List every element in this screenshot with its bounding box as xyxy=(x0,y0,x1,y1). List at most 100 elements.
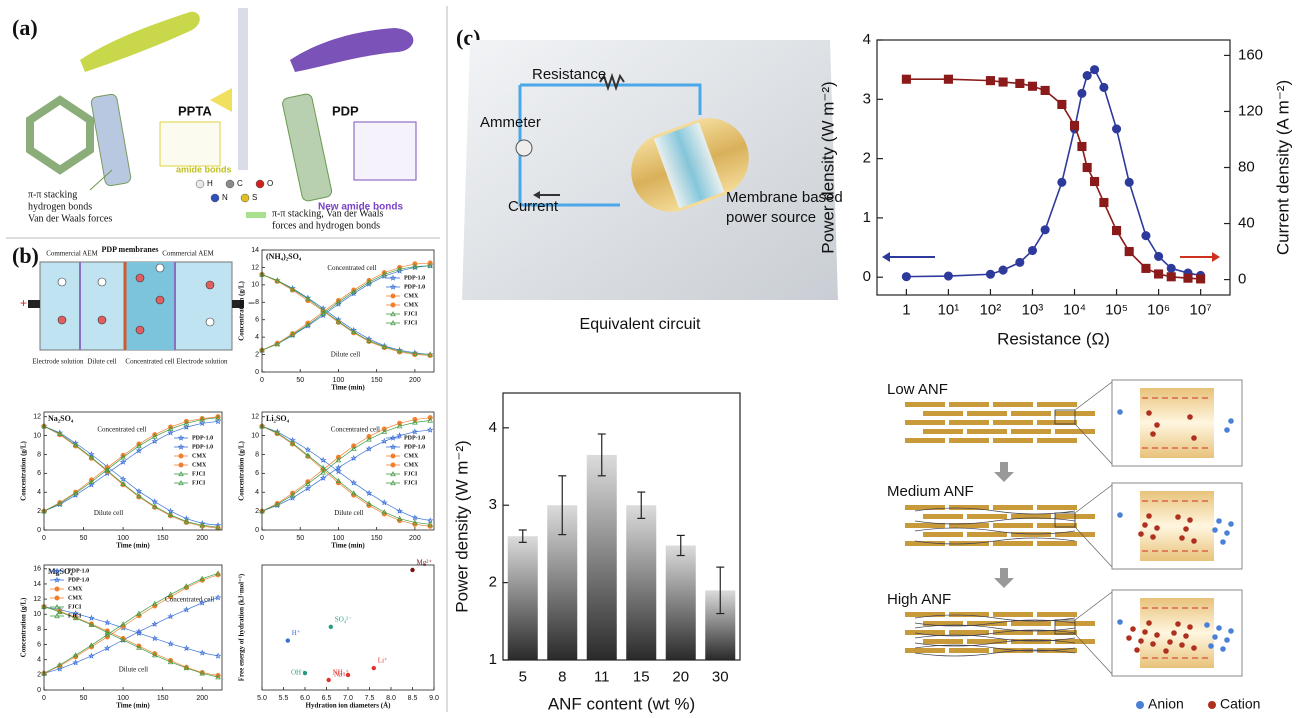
y-axis-label: Free energy of hydration (kJ·mol⁻¹) xyxy=(238,573,246,681)
marker xyxy=(1142,264,1150,272)
lamella xyxy=(949,420,989,425)
ion xyxy=(1228,521,1234,527)
lamella xyxy=(993,402,1033,407)
marker xyxy=(944,272,952,280)
y-tick-label: 0 xyxy=(255,527,259,534)
y-tick-label: 0 xyxy=(863,268,871,285)
atom-label: N xyxy=(222,193,228,202)
ion xyxy=(1220,539,1226,545)
marker xyxy=(216,595,221,599)
chain-bundle xyxy=(282,93,333,202)
bar xyxy=(508,536,538,660)
marker xyxy=(1083,163,1091,171)
lamella xyxy=(949,402,989,407)
point-label: OH⁻ xyxy=(291,669,305,677)
annotation: Concentrated cell xyxy=(97,425,146,433)
lamella xyxy=(993,541,1033,546)
atom-swatch xyxy=(241,194,249,202)
forces-swatch xyxy=(246,212,266,218)
x-tick-label: 200 xyxy=(409,377,421,384)
lamella xyxy=(905,505,945,510)
marker xyxy=(1196,275,1204,283)
zoom-box xyxy=(160,122,220,166)
lamella xyxy=(993,612,1033,617)
y-tick-label: 4 xyxy=(489,419,497,436)
lamella xyxy=(967,532,1007,537)
marker xyxy=(999,78,1007,86)
marker xyxy=(986,270,994,278)
legend-label: PDP-1.0 xyxy=(68,568,89,574)
y-tick-label: 8 xyxy=(37,626,41,633)
y-tick-label: 6 xyxy=(37,641,41,648)
marker xyxy=(1028,246,1036,254)
ion xyxy=(1154,525,1160,531)
lamella xyxy=(1011,621,1051,626)
x-tick-label: 9.0 xyxy=(429,695,439,702)
chart-title: Na₂SO₄ xyxy=(48,414,74,423)
x-axis-label: Time (min) xyxy=(331,384,365,392)
ion xyxy=(1183,633,1189,639)
x-tick-label: 8.5 xyxy=(408,695,418,702)
lamella xyxy=(905,402,945,407)
y-tick-label: 14 xyxy=(33,581,41,588)
marker xyxy=(1125,178,1133,186)
marker xyxy=(1112,226,1120,234)
arrow xyxy=(210,88,232,112)
cell xyxy=(125,262,175,350)
marker xyxy=(999,266,1007,274)
x-axis-label: Resistance (Ω) xyxy=(997,329,1110,348)
marker xyxy=(1041,86,1049,94)
legend-label: PDP-1.0 xyxy=(192,435,213,441)
x-tick-label: 20 xyxy=(672,668,689,685)
point-label: SO₄²⁻ xyxy=(335,615,352,623)
label: Commercial AEM xyxy=(46,250,98,258)
zoom-line xyxy=(1075,485,1112,513)
ion xyxy=(98,278,106,286)
ion xyxy=(1142,522,1148,528)
ion xyxy=(1212,527,1218,533)
lamella xyxy=(967,514,1007,519)
forces-text: Van der Waals forces xyxy=(28,213,112,224)
y-tick-label: 10 xyxy=(33,611,41,618)
legend-marker xyxy=(391,294,395,298)
y-tick-label: 2 xyxy=(863,150,871,167)
electrode xyxy=(28,300,40,308)
lamella xyxy=(1011,532,1051,537)
lamella xyxy=(967,429,1007,434)
legend-marker xyxy=(179,463,183,467)
x-tick-label: 10⁷ xyxy=(1190,301,1212,318)
x-tick-label: 30 xyxy=(712,668,729,685)
legend-marker xyxy=(391,303,395,307)
lamella xyxy=(1037,612,1077,617)
annotation: amide bonds xyxy=(176,164,232,174)
ion xyxy=(58,278,66,286)
ion xyxy=(1228,628,1234,634)
y-axis-label: Concentration (g/L) xyxy=(20,597,28,657)
ion xyxy=(206,318,214,326)
atom-swatch xyxy=(211,194,219,202)
marker xyxy=(428,428,433,432)
scatter-point xyxy=(372,666,376,670)
lamella xyxy=(993,438,1033,443)
ion xyxy=(1138,531,1144,537)
legend-label: FJCI xyxy=(404,471,418,477)
annotation: Dilute cell xyxy=(331,351,360,359)
legend-label: PDP-1.0 xyxy=(404,275,425,281)
label: Commercial AEM xyxy=(162,250,214,258)
forces-text: hydrogen bonds xyxy=(28,201,92,212)
lamella xyxy=(1011,411,1051,416)
legend-label: CMX xyxy=(404,302,419,308)
level-label: High ANF xyxy=(887,591,951,608)
lamella xyxy=(993,420,1033,425)
marker xyxy=(1167,273,1175,281)
axis-arrow xyxy=(882,252,890,262)
x-axis-label: ANF content (wt %) xyxy=(548,694,695,713)
y2-tick-label: 120 xyxy=(1238,102,1263,119)
marker xyxy=(986,76,994,84)
lamella xyxy=(905,612,945,617)
y-tick-label: 12 xyxy=(251,414,259,421)
molecule xyxy=(30,100,90,170)
lamella xyxy=(923,429,963,434)
y-tick-label: 14 xyxy=(251,247,259,254)
ion xyxy=(1117,409,1123,415)
